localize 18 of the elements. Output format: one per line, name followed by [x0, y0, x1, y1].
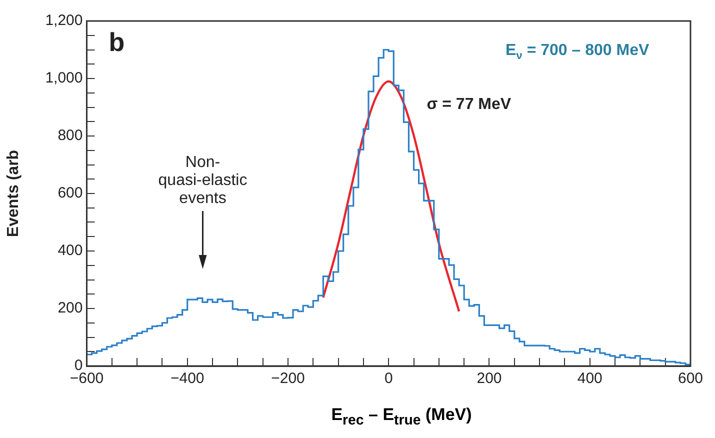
- x-tick-label: 400: [577, 370, 602, 388]
- x-tick-label: 600: [678, 370, 703, 388]
- x-tick-label: −600: [70, 370, 104, 388]
- annotation: b: [108, 27, 125, 57]
- y-tick-label: 1,000: [45, 70, 83, 87]
- y-tick-label: 800: [58, 127, 83, 144]
- annotation: Non- quasi-elastic events: [158, 154, 248, 207]
- x-tick-label: 200: [476, 370, 502, 388]
- x-tick-label: −200: [271, 370, 305, 388]
- y-axis-title: Events (arb: [5, 150, 22, 238]
- y-tick-label: 200: [58, 300, 83, 317]
- y-tick-label: 1,200: [45, 12, 83, 30]
- x-axis-title: E$_{rec}$ – E$_{true}$ (MeV): [330, 405, 473, 428]
- annotation: σ = 77 MeV: [426, 96, 512, 113]
- x-tick-label: 0: [384, 370, 393, 388]
- y-tick-label: 400: [58, 242, 83, 260]
- x-tick-label: −400: [170, 370, 204, 388]
- y-tick-label: 600: [58, 184, 83, 202]
